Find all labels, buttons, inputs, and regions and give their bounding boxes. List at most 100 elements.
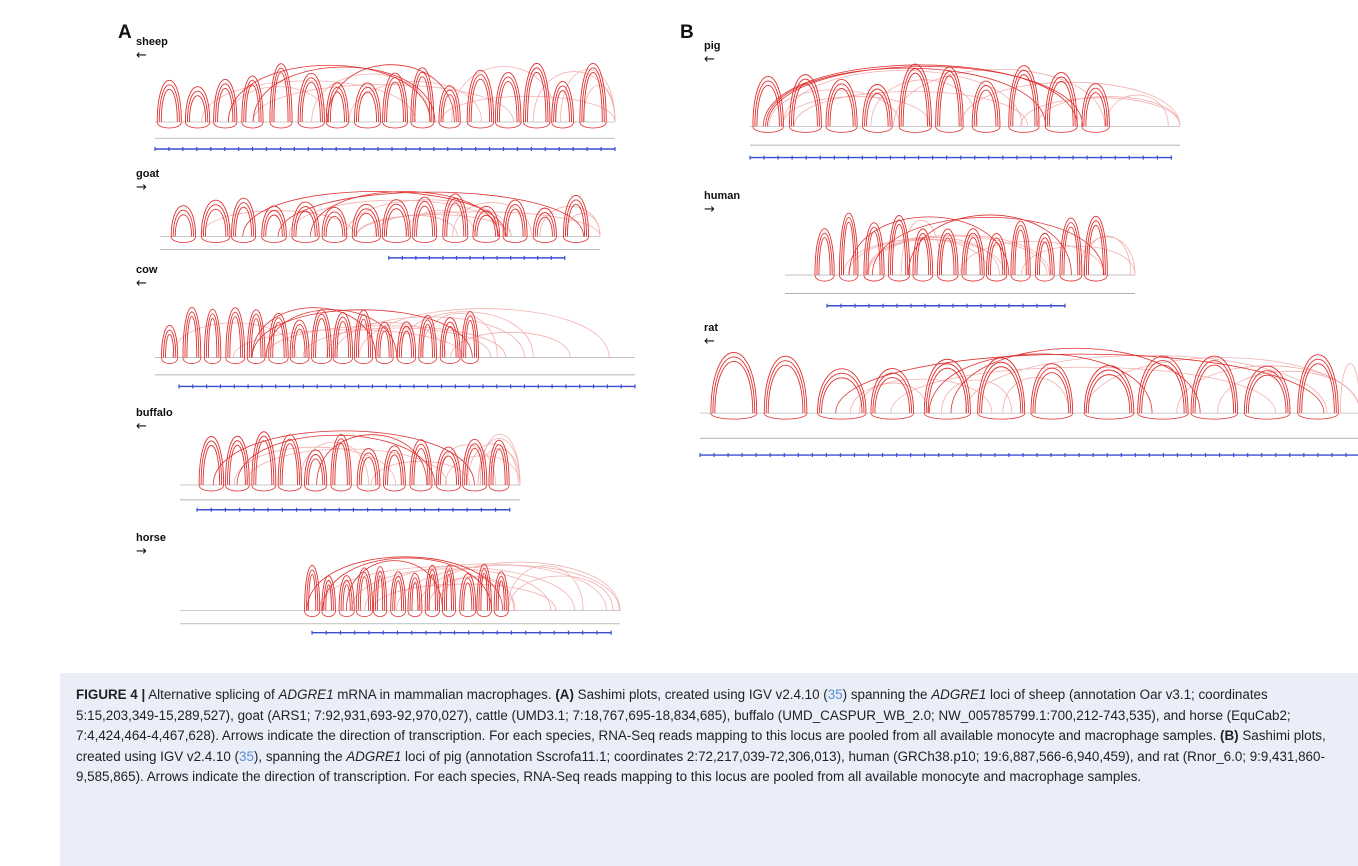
junction-arc [293, 206, 318, 237]
junction-arc [443, 326, 457, 358]
exon-block [910, 303, 912, 308]
faint-junction-arc [445, 455, 521, 486]
junction-arc [202, 445, 221, 486]
junction-arc-lower [418, 357, 437, 364]
caption-b-ref-link[interactable]: 35 [239, 748, 254, 764]
exon-block [1058, 155, 1060, 160]
junction-arc [814, 228, 835, 276]
junction-arc [1297, 354, 1339, 414]
junction-arc-lower [213, 121, 238, 129]
junction-arc [710, 352, 758, 414]
exon-block [468, 384, 470, 389]
junction-arc [342, 584, 351, 611]
exon-block [550, 255, 552, 260]
caption-b-label: (B) [1220, 728, 1239, 743]
junction-arc-lower [1137, 412, 1189, 420]
junction-arc [379, 331, 390, 358]
junction-arc-lower [1044, 126, 1078, 133]
junction-arc [227, 440, 248, 486]
junction-arc-lower [789, 126, 822, 133]
junction-arc-lower [161, 357, 179, 364]
exon-block [840, 303, 842, 308]
sashimi-plot-human [785, 212, 1136, 308]
junction-arc [334, 442, 348, 486]
junction-arc-lower [261, 236, 287, 243]
junction-arc [461, 311, 479, 358]
junction-arc [202, 204, 229, 237]
exon-block [1134, 453, 1136, 458]
junction-arc-lower [375, 357, 394, 364]
junction-arc [225, 436, 250, 486]
exon-block [178, 384, 180, 389]
junction-arc-lower [937, 274, 959, 282]
junction-arc [1063, 226, 1079, 276]
junction-arc [325, 82, 349, 123]
junction-arc [462, 439, 488, 486]
faint-junction-arc [395, 311, 534, 358]
junction-arc [1046, 76, 1076, 127]
junction-arc [200, 199, 231, 237]
junction-arc-lower [839, 274, 859, 282]
junction-arc [564, 199, 588, 237]
faint-junction-arc [333, 316, 525, 358]
exon-block [344, 384, 346, 389]
junction-arc-lower [424, 610, 440, 617]
junction-arc [172, 209, 194, 237]
faint-junction-arc [565, 213, 601, 237]
junction-arc [1299, 358, 1337, 414]
junction-arc [490, 444, 508, 486]
junction-arc [555, 90, 570, 123]
junction-arc [1085, 92, 1106, 127]
caption-a-ref-link[interactable]: 35 [827, 687, 843, 702]
junction-arc [863, 222, 885, 276]
caption-title-pre: Alternative splicing of [145, 687, 279, 702]
sashimi-plot-rat [699, 348, 1358, 458]
junction-arc [763, 355, 808, 414]
junction-arc [291, 201, 320, 237]
exon-block [288, 384, 291, 389]
junction-arc-lower [493, 610, 509, 617]
junction-arc [313, 313, 330, 358]
exon-block [861, 155, 863, 160]
exon-block [385, 384, 387, 389]
exon-block [395, 507, 397, 512]
junction-arc [981, 366, 1022, 414]
direction-arrow-pig: ← [704, 52, 715, 67]
exon-block [210, 507, 212, 512]
exon-block [854, 303, 856, 308]
caption-b-text-1: Sashimi plots, created using IGV v2.4.10… [76, 728, 1326, 764]
long-junction-arc [765, 67, 1047, 127]
junction-arc [295, 210, 316, 237]
direction-arrow-rat: ← [704, 334, 715, 349]
junction-arc [243, 79, 262, 123]
exon-block [1092, 453, 1094, 458]
junction-arc [480, 573, 488, 611]
junction-arc [839, 212, 859, 276]
exon-block [980, 453, 982, 458]
exon-block [895, 453, 898, 458]
exon-block [875, 155, 878, 160]
exon-block [295, 507, 298, 512]
faint-junction-arc [964, 355, 1328, 414]
junction-arc-lower [354, 121, 381, 129]
junction-arc [525, 67, 549, 123]
junction-arc [301, 81, 321, 123]
faint-junction-arc [507, 565, 584, 611]
junction-arc [502, 199, 528, 237]
junction-arc [506, 208, 524, 237]
faint-junction-arc [452, 202, 532, 237]
exon-block [224, 147, 226, 151]
junction-arc [279, 438, 300, 486]
junction-arc [409, 439, 433, 486]
exon-block [192, 384, 194, 389]
exon-block [311, 630, 313, 635]
junction-arc-lower [297, 121, 325, 129]
junction-arc-lower [763, 412, 808, 420]
junction-arc-lower [442, 236, 469, 243]
exon-block [634, 384, 636, 389]
exon-block [388, 255, 390, 260]
exon-block [1078, 453, 1080, 458]
species-label-pig: pig [704, 40, 721, 52]
exon-block [502, 147, 505, 151]
junction-arc [413, 448, 429, 486]
